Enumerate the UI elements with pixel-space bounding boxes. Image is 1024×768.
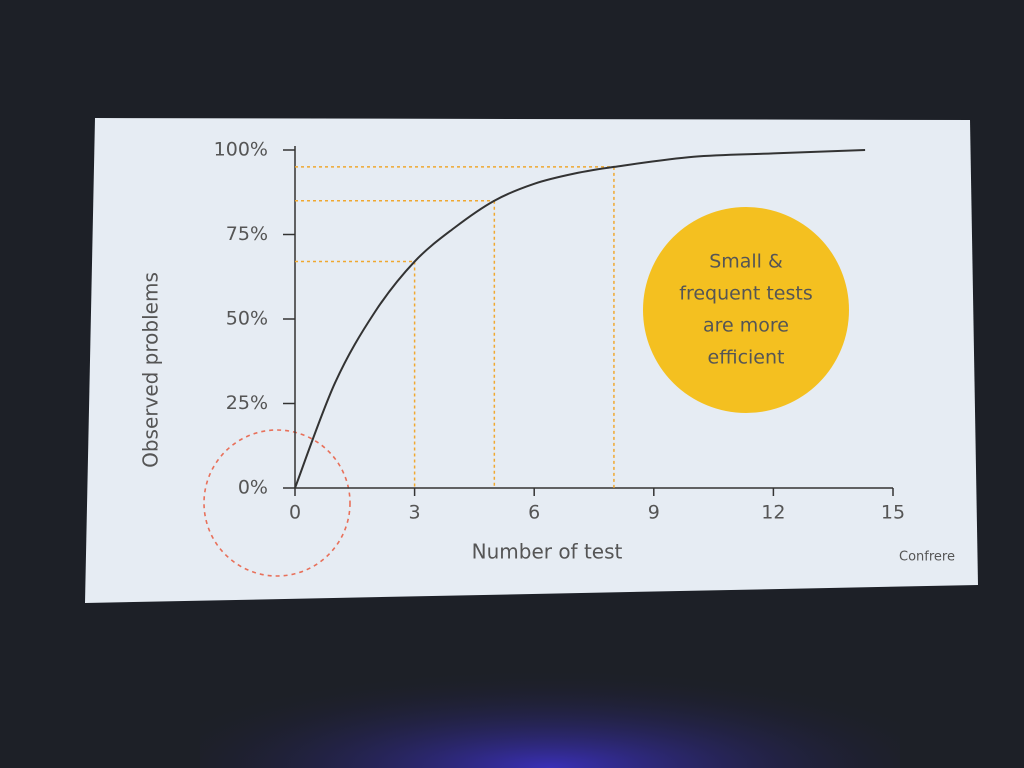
data-line	[294, 149, 866, 489]
y-tick-label: 75%	[226, 223, 268, 245]
annotation-text: efficient	[708, 347, 785, 369]
slide	[85, 118, 978, 603]
x-tick-label: 0	[289, 502, 301, 524]
x-tick-label: 15	[881, 502, 905, 524]
annotation-text: are more	[703, 315, 789, 337]
annotation-text: Small &	[709, 251, 783, 273]
x-tick-label: 6	[528, 502, 540, 524]
y-axis-label: Observed problems	[139, 272, 163, 468]
y-tick-label: 0%	[238, 477, 268, 499]
x-tick-label: 12	[761, 502, 785, 524]
y-tick-label: 50%	[226, 308, 268, 330]
x-tick-label: 3	[409, 502, 421, 524]
x-axis-label: Number of test	[472, 540, 623, 564]
annotation-text: frequent tests	[679, 283, 812, 305]
x-tick-label: 9	[648, 502, 660, 524]
logo: Confrere	[899, 550, 955, 565]
stage-light	[200, 600, 900, 768]
annotation-bubble	[643, 207, 849, 413]
plot: 0% 25% 50% 75% 100% 0 3 6 9 12 15 Small & frequent t…	[214, 139, 905, 524]
y-tick-label: 25%	[226, 392, 268, 414]
y-tick-label: 100%	[214, 139, 268, 161]
highlight-circle	[203, 429, 351, 577]
